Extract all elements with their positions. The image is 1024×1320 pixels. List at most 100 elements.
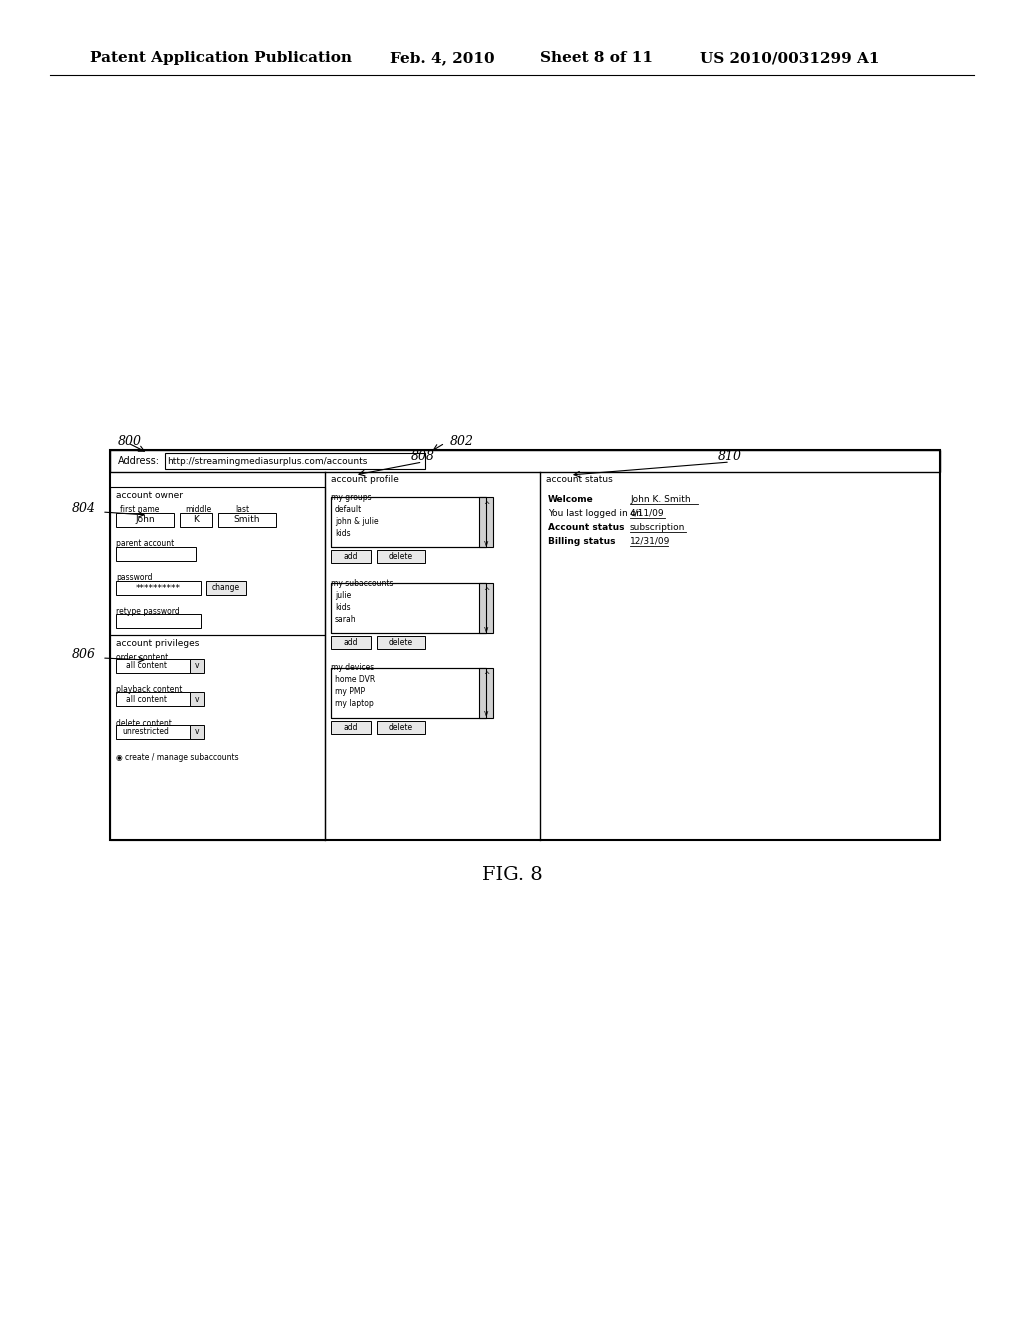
Bar: [218, 513, 276, 527]
Text: 802: 802: [450, 436, 474, 447]
Bar: [479, 668, 493, 718]
Text: sarah: sarah: [335, 615, 356, 623]
Text: kids: kids: [335, 528, 350, 537]
Text: parent account: parent account: [116, 540, 174, 549]
Text: all content: all content: [126, 661, 167, 671]
Text: 12/31/09: 12/31/09: [630, 536, 671, 545]
Bar: [377, 636, 425, 649]
Bar: [180, 513, 212, 527]
Text: account status: account status: [546, 475, 612, 484]
Text: password: password: [116, 573, 153, 582]
Bar: [110, 450, 940, 473]
Text: change: change: [212, 583, 240, 593]
Text: v: v: [195, 661, 200, 671]
Text: Patent Application Publication: Patent Application Publication: [90, 51, 352, 65]
Text: kids: kids: [335, 602, 350, 611]
Text: **********: **********: [135, 583, 180, 593]
Text: Sheet 8 of 11: Sheet 8 of 11: [540, 51, 653, 65]
Bar: [331, 721, 371, 734]
Bar: [165, 453, 425, 469]
Text: delete content: delete content: [116, 718, 172, 727]
Text: retype password: retype password: [116, 607, 180, 616]
Bar: [377, 721, 425, 734]
Text: Welcome: Welcome: [548, 495, 594, 503]
Bar: [116, 614, 201, 628]
Text: http://streamingmediasurplus.com/accounts: http://streamingmediasurplus.com/account…: [167, 457, 368, 466]
Text: unrestricted: unrestricted: [123, 727, 169, 737]
Bar: [190, 692, 204, 706]
Text: ^: ^: [482, 500, 489, 510]
Text: Address:: Address:: [118, 455, 160, 466]
Bar: [110, 635, 325, 840]
Text: my laptop: my laptop: [335, 700, 374, 709]
Bar: [190, 725, 204, 739]
Bar: [110, 450, 940, 840]
Bar: [331, 583, 486, 634]
Text: 804: 804: [72, 502, 96, 515]
Text: US 2010/0031299 A1: US 2010/0031299 A1: [700, 51, 880, 65]
Text: Billing status: Billing status: [548, 536, 615, 545]
Text: 800: 800: [118, 436, 142, 447]
Text: 806: 806: [72, 648, 96, 661]
Text: all content: all content: [126, 694, 167, 704]
Text: v: v: [483, 539, 488, 548]
Bar: [206, 581, 246, 595]
Bar: [116, 692, 191, 706]
Text: Account status: Account status: [548, 523, 625, 532]
Bar: [331, 498, 486, 546]
Text: last: last: [234, 504, 249, 513]
Bar: [116, 546, 196, 561]
Bar: [331, 498, 486, 546]
Text: delete: delete: [389, 723, 413, 733]
Text: my devices: my devices: [331, 664, 374, 672]
Text: FIG. 8: FIG. 8: [481, 866, 543, 884]
Bar: [116, 725, 191, 739]
Bar: [116, 513, 174, 527]
Text: playback content: playback content: [116, 685, 182, 694]
Bar: [116, 659, 191, 673]
Text: middle: middle: [185, 504, 211, 513]
Bar: [190, 659, 204, 673]
Text: Feb. 4, 2010: Feb. 4, 2010: [390, 51, 495, 65]
Text: delete: delete: [389, 638, 413, 647]
Text: account privileges: account privileges: [116, 639, 200, 648]
Text: order content: order content: [116, 652, 168, 661]
Text: v: v: [483, 624, 488, 634]
Text: 810: 810: [718, 450, 742, 463]
Bar: [479, 498, 493, 546]
Text: 4/11/09: 4/11/09: [630, 508, 665, 517]
Text: julie: julie: [335, 590, 351, 599]
Text: john & julie: john & julie: [335, 516, 379, 525]
Text: my groups: my groups: [331, 492, 372, 502]
Text: home DVR: home DVR: [335, 676, 375, 685]
Bar: [331, 668, 486, 718]
Text: subscription: subscription: [630, 523, 685, 532]
Text: first name: first name: [120, 504, 160, 513]
Text: my subaccounts: my subaccounts: [331, 578, 393, 587]
Bar: [331, 583, 486, 634]
Text: K: K: [194, 516, 199, 524]
Text: You last logged in on: You last logged in on: [548, 508, 642, 517]
Text: account owner: account owner: [116, 491, 183, 499]
Bar: [331, 550, 371, 564]
Text: my PMP: my PMP: [335, 688, 366, 697]
Text: 808: 808: [411, 450, 434, 463]
Bar: [479, 583, 493, 634]
Text: John K. Smith: John K. Smith: [630, 495, 690, 503]
Text: add: add: [344, 723, 358, 733]
Text: add: add: [344, 638, 358, 647]
Bar: [116, 581, 201, 595]
Text: default: default: [335, 504, 362, 513]
Text: ^: ^: [482, 672, 489, 681]
Text: v: v: [483, 710, 488, 718]
Text: account profile: account profile: [331, 475, 399, 484]
Bar: [377, 550, 425, 564]
Bar: [331, 668, 486, 718]
Text: v: v: [195, 694, 200, 704]
Bar: [110, 487, 325, 635]
Text: Smith: Smith: [233, 516, 260, 524]
Text: v: v: [195, 727, 200, 737]
Bar: [331, 636, 371, 649]
Text: delete: delete: [389, 552, 413, 561]
Text: John: John: [135, 516, 155, 524]
